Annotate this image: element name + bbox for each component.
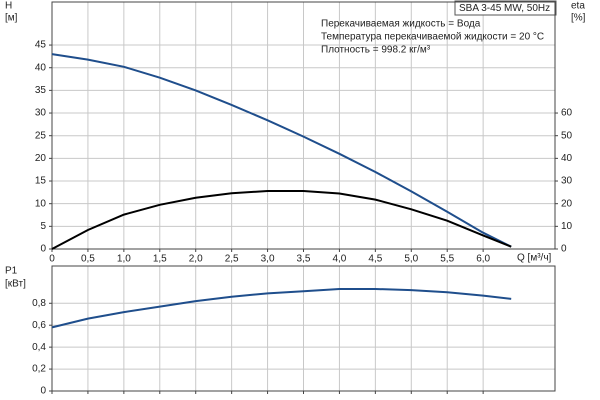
y-tick-label: 0,8 <box>32 298 46 309</box>
y-tick-label: 0 <box>40 386 46 397</box>
y-tick-label: 10 <box>35 198 47 209</box>
x-tick-label: 2,5 <box>225 254 239 265</box>
x-tick-label: 0,5 <box>81 254 95 265</box>
annotation: Плотность = 998.2 кг/м³ <box>321 45 431 56</box>
y2-tick-label: 30 <box>561 176 573 187</box>
annotation: Температура перекачиваемой жидкости = 20… <box>321 32 544 43</box>
grid-layer <box>51 2 555 392</box>
x-tick-label: 4,5 <box>368 254 382 265</box>
x-tick-label: 5,0 <box>404 254 418 265</box>
y-tick-label: 5 <box>40 221 46 232</box>
y2-tick-label: 20 <box>561 198 573 209</box>
curve <box>51 190 512 250</box>
y2-tick-label: 40 <box>561 153 573 164</box>
y-tick-label: 0 <box>40 244 46 255</box>
chart-title: SBA 3-45 MW, 50Hz <box>459 3 550 14</box>
y2-axis-unit: [%] <box>571 13 586 24</box>
x-tick-label: 3,5 <box>297 254 311 265</box>
y-tick-label: 15 <box>35 176 47 187</box>
x-tick-label: 6,0 <box>476 254 490 265</box>
x-axis-label: Q [м³/ч] <box>517 253 552 264</box>
curve <box>51 53 512 248</box>
y-axis-label: H <box>5 1 12 12</box>
y-tick-label: 0,4 <box>32 342 46 353</box>
curve <box>51 288 512 329</box>
y-tick-label: 0,2 <box>32 364 46 375</box>
y-tick-label: 35 <box>35 85 47 96</box>
y-axis-label: P1 <box>5 266 18 277</box>
y-tick-label: 20 <box>35 153 47 164</box>
y-axis-unit: [м] <box>5 13 18 24</box>
x-tick-label: 1,5 <box>153 254 167 265</box>
x-tick-label: 4,0 <box>332 254 346 265</box>
plot-frame <box>51 1 556 250</box>
y-axis-unit: [кВт] <box>5 279 26 290</box>
x-tick-label: 0 <box>49 254 55 265</box>
x-tick-label: 2,0 <box>189 254 203 265</box>
y2-tick-label: 50 <box>561 130 573 141</box>
plot-frame <box>51 265 556 392</box>
y2-axis-label: eta <box>571 1 585 12</box>
y2-tick-label: 10 <box>561 221 573 232</box>
y-tick-label: 30 <box>35 108 47 119</box>
annotation: Перекачиваемая жидкость = Вода <box>321 19 481 30</box>
y-tick-label: 0,6 <box>32 320 46 331</box>
x-tick-label: 1,0 <box>117 254 131 265</box>
y2-tick-label: 60 <box>561 108 573 119</box>
y-tick-label: 45 <box>35 40 47 51</box>
x-tick-label: 3,0 <box>261 254 275 265</box>
y-tick-label: 40 <box>35 62 47 73</box>
x-tick-label: 5,5 <box>440 254 454 265</box>
title-box <box>454 0 557 16</box>
y-tick-label: 25 <box>35 130 47 141</box>
y2-tick-label: 0 <box>561 244 567 255</box>
